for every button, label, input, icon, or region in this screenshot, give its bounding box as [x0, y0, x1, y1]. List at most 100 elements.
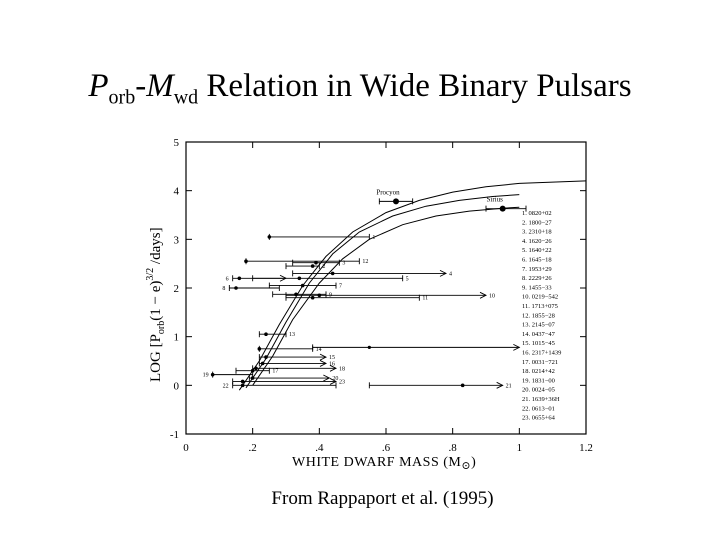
pulsar-label: 3	[342, 261, 345, 267]
pulsar-point	[330, 271, 335, 276]
relation-curve	[238, 180, 587, 391]
legend-entry: 21. 1639+36H	[522, 396, 560, 403]
legend-entry: 12. 1855−28	[522, 312, 555, 319]
legend-entry: 20. 0024−05	[522, 387, 555, 394]
title-rest: Relation in Wide Binary Pulsars	[198, 68, 632, 104]
legend-entry: 15. 1015−45	[522, 340, 555, 347]
legend-entry: 17. 0031−721	[522, 359, 558, 366]
pulsar-label: 16	[329, 361, 335, 367]
legend-entry: 11. 1713+075	[522, 303, 558, 310]
pulsar-label: 10	[489, 293, 495, 299]
pulsar-point	[310, 295, 315, 300]
pulsar-label: 22	[223, 383, 229, 389]
legend-entry: 14. 0437−47	[522, 331, 556, 338]
pulsar-point	[317, 293, 322, 298]
x-axis-label-sun-symbol: ⊙	[461, 460, 471, 472]
y-axis-label-sub: orb	[156, 321, 167, 334]
pulsar-label: 2	[322, 264, 325, 270]
star-label: Procyon	[376, 188, 400, 196]
pulsar-point	[240, 383, 245, 388]
legend-entry: 16. 2317+1439	[522, 350, 561, 357]
pulsar-point	[264, 332, 268, 337]
star-point	[393, 198, 399, 205]
pulsar-label: 19	[203, 373, 209, 379]
pulsar-label: 1	[372, 235, 375, 241]
pulsar-label: 6	[226, 276, 229, 282]
pulsar-label: 12	[362, 259, 368, 265]
pulsar-point	[300, 283, 305, 288]
x-tick-label: 1.2	[579, 442, 593, 454]
legend-entry: 2. 1800−27	[522, 219, 552, 226]
legend-entry: 9. 1455−33	[522, 284, 552, 291]
star-point	[499, 205, 506, 212]
pulsar-label: 23	[339, 379, 345, 385]
y-tick-label: 0	[174, 380, 180, 392]
y-tick-label: 3	[174, 234, 180, 246]
title-p: P	[88, 68, 109, 104]
legend-entry: 6. 1645−18	[522, 257, 552, 264]
legend-entry: 3. 2310+18	[522, 229, 552, 236]
x-tick-label: 1	[517, 442, 523, 454]
pulsar-point	[240, 379, 245, 384]
pulsar-error-bar-arrowhead	[479, 291, 488, 299]
limit-point	[367, 345, 371, 349]
y-axis-label-end: /days]	[148, 227, 164, 267]
pulsar-label: 11	[422, 296, 428, 302]
title-dash: -	[135, 68, 147, 104]
pulsar-error-bar-arrowhead	[319, 360, 328, 367]
pulsar-point	[237, 276, 242, 281]
pulsar-error-bar-arrowhead	[329, 378, 338, 385]
y-axis-label-rest: (1 − e)	[148, 281, 164, 321]
limit-arrow-arrowhead	[513, 343, 521, 351]
pulsar-point	[297, 276, 302, 281]
pulsar-error-bar-arrowhead	[323, 374, 331, 382]
pulsar-label: 21	[506, 383, 512, 389]
y-axis-label-sup: 3/2	[145, 268, 156, 281]
pulsar-point	[257, 347, 262, 351]
y-axis-label: LOG [Porb(1 − e)3/2 /days]	[145, 227, 167, 382]
y-tick-label: -1	[170, 429, 179, 441]
x-tick-label: .4	[315, 442, 324, 454]
pulsar-label: 5	[406, 276, 409, 282]
title-m-sub: wd	[173, 86, 199, 109]
pulsar-label: 20	[332, 376, 338, 382]
x-tick-label: .2	[249, 442, 257, 454]
pulsar-point	[244, 259, 248, 264]
pulsar-error-bar-arrowhead	[496, 381, 504, 389]
title-p-sub: orb	[108, 86, 136, 109]
pulsar-error-bar-arrowhead	[319, 353, 328, 361]
legend-entry: 1. 0820+02	[522, 210, 552, 217]
star-label: Sirius	[486, 196, 503, 204]
pulsar-error-bar-arrowhead	[279, 274, 288, 282]
relation-curve	[252, 206, 520, 386]
y-tick-label: 5	[174, 137, 180, 149]
y-tick-label: 4	[174, 186, 180, 198]
pulsar-label: 14	[316, 347, 322, 353]
relation-curve	[245, 194, 520, 389]
legend-entry: 22. 0613−01	[522, 405, 555, 412]
pulsar-error-bar-arrowhead	[329, 364, 338, 372]
x-axis-label-main: WHITE DWARF MASS (M	[292, 455, 461, 470]
legend-entry: 4. 1620−26	[522, 238, 552, 245]
pulsar-label: 8	[222, 286, 225, 292]
pulsar-error-bar-arrowhead	[439, 269, 448, 277]
x-axis-label-end: )	[471, 455, 476, 470]
pulsar-label: 18	[339, 366, 345, 372]
x-tick-label: .6	[382, 442, 391, 454]
pulsar-point	[264, 355, 268, 359]
slide-title: Porb-Mwd Relation in Wide Binary Pulsars	[0, 66, 720, 118]
y-tick-label: 1	[174, 332, 180, 344]
figure-caption: From Rappaport et al. (1995)	[271, 488, 494, 509]
pulsar-label: 7	[339, 284, 342, 290]
pulsar-point	[210, 372, 215, 377]
pulsar-point	[267, 235, 272, 239]
legend-entry: 23. 0655+64	[522, 415, 556, 422]
legend-entry: 8. 2229+26	[522, 275, 552, 282]
pulsar-point	[314, 260, 318, 265]
pulsar-point	[260, 361, 265, 366]
pulsar-label: 4	[449, 271, 452, 277]
pulsar-point	[250, 376, 255, 380]
x-tick-label: 0	[183, 442, 189, 454]
legend-entry: 10. 0219−542	[522, 294, 558, 301]
